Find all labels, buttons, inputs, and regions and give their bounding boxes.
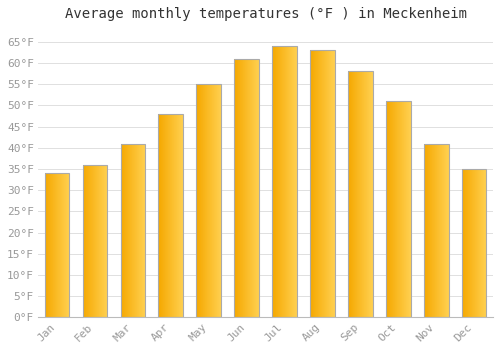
Bar xyxy=(196,84,221,317)
Bar xyxy=(462,169,486,317)
Bar xyxy=(348,71,372,317)
Bar xyxy=(272,46,297,317)
Title: Average monthly temperatures (°F ) in Meckenheim: Average monthly temperatures (°F ) in Me… xyxy=(64,7,466,21)
Bar xyxy=(386,101,410,317)
Bar xyxy=(234,59,259,317)
Bar xyxy=(82,165,108,317)
Bar xyxy=(158,114,183,317)
Bar xyxy=(310,50,335,317)
Bar xyxy=(44,173,70,317)
Bar xyxy=(424,144,448,317)
Bar xyxy=(120,144,145,317)
